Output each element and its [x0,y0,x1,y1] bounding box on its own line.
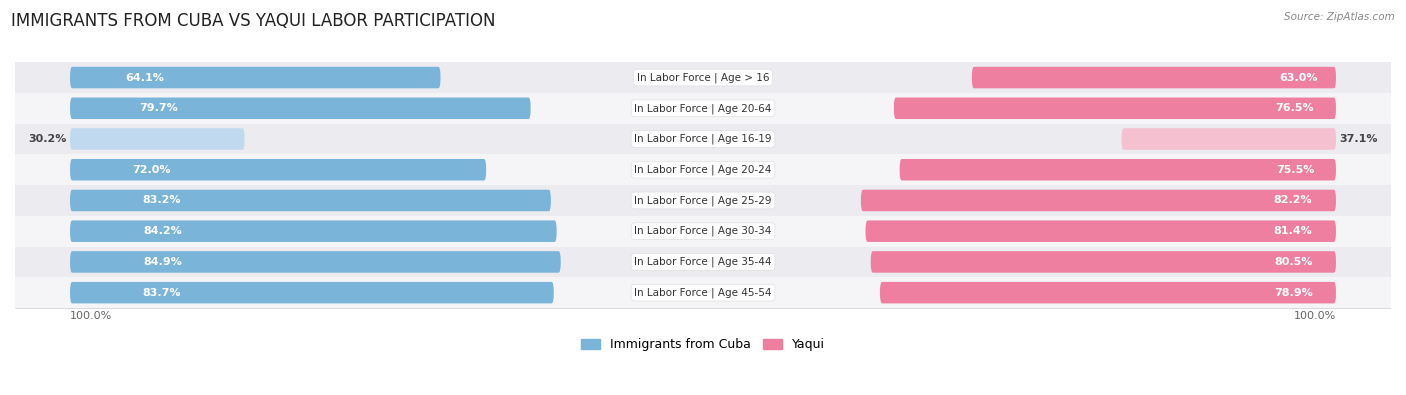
Text: In Labor Force | Age 30-34: In Labor Force | Age 30-34 [634,226,772,237]
Text: 37.1%: 37.1% [1340,134,1378,144]
Text: In Labor Force | Age 25-29: In Labor Force | Age 25-29 [634,195,772,206]
FancyBboxPatch shape [70,98,530,119]
Bar [15,93,1391,124]
Text: 82.2%: 82.2% [1274,196,1312,205]
FancyBboxPatch shape [870,251,1336,273]
Text: 84.2%: 84.2% [143,226,181,236]
FancyBboxPatch shape [70,67,440,88]
FancyBboxPatch shape [900,159,1336,181]
Text: 64.1%: 64.1% [125,73,165,83]
Text: 79.7%: 79.7% [139,103,179,113]
Text: 84.9%: 84.9% [143,257,183,267]
Text: 100.0%: 100.0% [70,311,112,321]
FancyBboxPatch shape [70,128,245,150]
Text: 63.0%: 63.0% [1279,73,1317,83]
Text: 76.5%: 76.5% [1275,103,1313,113]
Text: In Labor Force | Age 16-19: In Labor Force | Age 16-19 [634,134,772,144]
Text: IMMIGRANTS FROM CUBA VS YAQUI LABOR PARTICIPATION: IMMIGRANTS FROM CUBA VS YAQUI LABOR PART… [11,12,496,30]
Bar [15,277,1391,308]
Text: 100.0%: 100.0% [1294,311,1336,321]
FancyBboxPatch shape [70,220,557,242]
FancyBboxPatch shape [860,190,1336,211]
FancyBboxPatch shape [70,251,561,273]
Text: 30.2%: 30.2% [28,134,66,144]
FancyBboxPatch shape [866,220,1336,242]
Text: 80.5%: 80.5% [1274,257,1313,267]
Text: 83.2%: 83.2% [142,196,180,205]
FancyBboxPatch shape [70,190,551,211]
FancyBboxPatch shape [1122,128,1336,150]
Text: 83.7%: 83.7% [142,288,181,298]
Text: Source: ZipAtlas.com: Source: ZipAtlas.com [1284,12,1395,22]
FancyBboxPatch shape [880,282,1336,303]
Text: 72.0%: 72.0% [132,165,172,175]
Bar [15,154,1391,185]
Text: In Labor Force | Age 20-24: In Labor Force | Age 20-24 [634,164,772,175]
Text: 75.5%: 75.5% [1275,165,1315,175]
Text: In Labor Force | Age > 16: In Labor Force | Age > 16 [637,72,769,83]
Legend: Immigrants from Cuba, Yaqui: Immigrants from Cuba, Yaqui [576,333,830,356]
Text: 81.4%: 81.4% [1274,226,1312,236]
Text: In Labor Force | Age 20-64: In Labor Force | Age 20-64 [634,103,772,113]
Bar [15,246,1391,277]
Text: In Labor Force | Age 35-44: In Labor Force | Age 35-44 [634,257,772,267]
FancyBboxPatch shape [894,98,1336,119]
FancyBboxPatch shape [70,159,486,181]
FancyBboxPatch shape [70,282,554,303]
Bar [15,124,1391,154]
Bar [15,185,1391,216]
Text: In Labor Force | Age 45-54: In Labor Force | Age 45-54 [634,288,772,298]
Bar [15,216,1391,246]
FancyBboxPatch shape [972,67,1336,88]
Text: 78.9%: 78.9% [1274,288,1313,298]
Bar [15,62,1391,93]
